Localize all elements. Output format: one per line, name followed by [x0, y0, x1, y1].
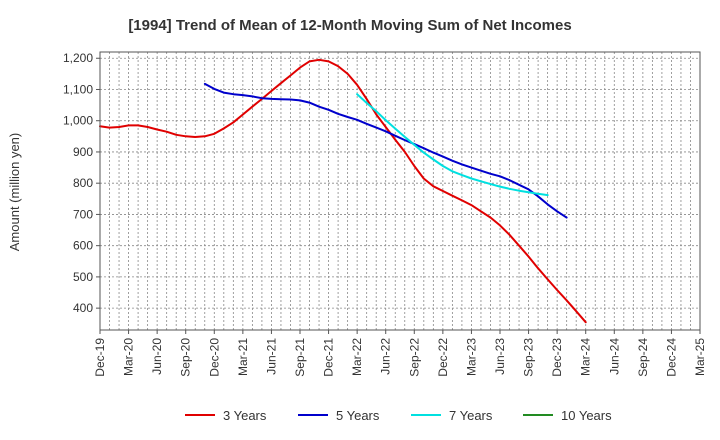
legend-label: 10 Years	[561, 408, 612, 423]
x-tick-label: Mar-23	[464, 338, 478, 376]
series-lines	[99, 58, 587, 324]
y-tick-label: 1,100	[63, 82, 93, 96]
legend-label: 5 Years	[336, 408, 380, 423]
x-tick-label: Jun-21	[264, 338, 278, 375]
y-tick-label: 500	[73, 270, 93, 284]
x-tick-label: Mar-25	[693, 338, 707, 376]
x-tick-label: Mar-24	[579, 338, 593, 376]
series-line-5-years	[203, 82, 568, 219]
x-tick-label: Sep-22	[407, 338, 421, 377]
grid	[100, 52, 700, 330]
y-tick-label: 1,000	[63, 114, 93, 128]
x-tick-label: Dec-24	[664, 338, 678, 377]
legend: 3 Years 5 Years 7 Years 10 Years	[185, 408, 612, 423]
x-tick-label: Jun-20	[150, 338, 164, 375]
x-tick-label: Dec-21	[322, 338, 336, 377]
x-tick-label: Sep-24	[636, 338, 650, 377]
x-ticks: Dec-19 Mar-20 Jun-20 Sep-20 Dec-20 Mar-21 Jun-…	[93, 330, 707, 377]
y-tick-label: 800	[73, 176, 93, 190]
x-tick-label: Jun-22	[379, 338, 393, 375]
series-line-7-years	[356, 93, 549, 197]
x-tick-label: Sep-23	[522, 338, 536, 377]
plot-area	[99, 51, 701, 331]
x-tick-label: Mar-20	[122, 338, 136, 376]
legend-label: 7 Years	[449, 408, 493, 423]
y-axis-label: Amount (million yen)	[7, 133, 22, 252]
y-tick-label: 600	[73, 239, 93, 253]
x-tick-label: Dec-23	[550, 338, 564, 377]
x-tick-label: Dec-22	[436, 338, 450, 377]
y-tick-label: 400	[73, 301, 93, 315]
legend-label: 3 Years	[223, 408, 267, 423]
x-tick-label: Mar-21	[236, 338, 250, 376]
x-tick-label: Jun-23	[493, 338, 507, 375]
x-tick-label: Dec-20	[207, 338, 221, 377]
y-tick-label: 700	[73, 207, 93, 221]
chart-title: [1994] Trend of Mean of 12-Month Moving …	[128, 17, 571, 34]
x-tick-label: Jun-24	[607, 338, 621, 375]
x-tick-label: Mar-22	[350, 338, 364, 376]
y-ticks: 400 500 600 700 800 900 1,000 1,100 1,200	[63, 51, 100, 315]
y-tick-label: 1,200	[63, 51, 93, 65]
y-tick-label: 900	[73, 145, 93, 159]
series-line-3-years	[99, 58, 587, 324]
x-tick-label: Sep-20	[179, 338, 193, 377]
x-tick-label: Sep-21	[293, 338, 307, 377]
x-tick-label: Dec-19	[93, 338, 107, 377]
